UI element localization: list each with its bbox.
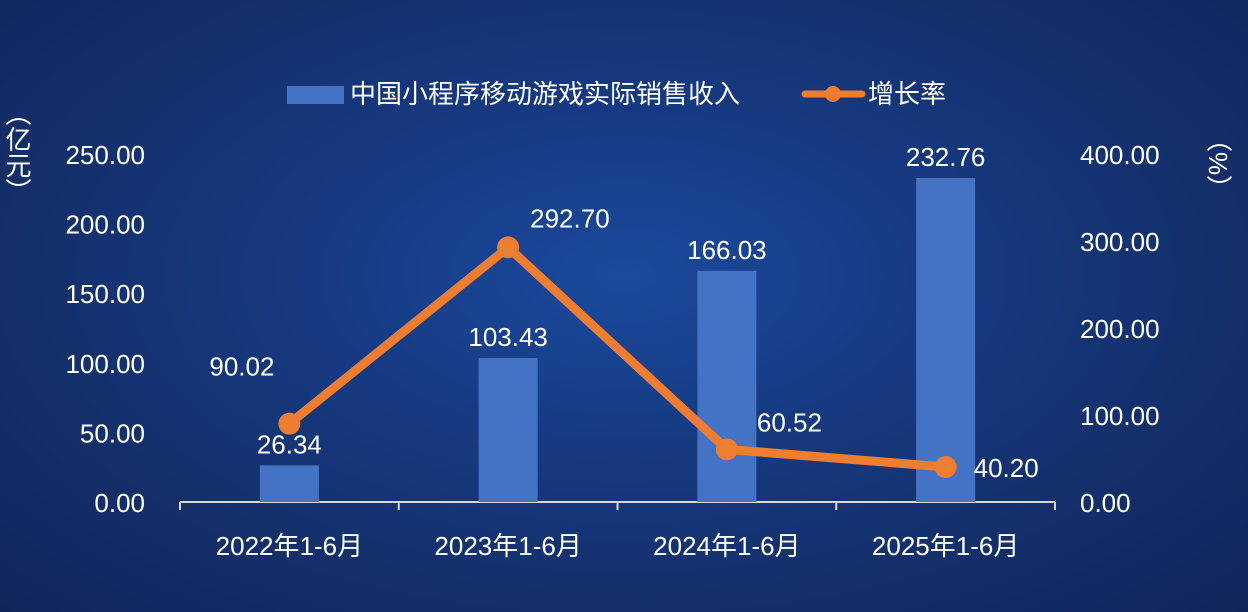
line-point [715, 438, 738, 461]
line-value-label: 292.70 [530, 203, 610, 233]
x-axis-ticks: 2022年1-6月 2023年1-6月 2024年1-6月 2025年1-6月 [179, 502, 1056, 561]
legend: 中国小程序移动游戏实际销售收入 增长率 [287, 79, 946, 109]
bar-value-label: 232.76 [906, 142, 986, 172]
y-axis-ticks: 0.00 50.00 100.00 150.00 200.00 250.00 [65, 140, 145, 518]
data-labels: 26.34 103.43 166.03 232.76 90.02 292.70 60.52 4… [209, 142, 1038, 483]
y-tick-label: 100.00 [65, 349, 145, 379]
line-value-label: 60.52 [757, 407, 822, 437]
legend-line-marker [825, 86, 841, 102]
x-tick-label: 2024年1-6月 [653, 531, 800, 561]
legend-line-label: 增长率 [868, 79, 946, 109]
y-tick-label: 200.00 [65, 210, 145, 240]
bar-series [259, 177, 976, 502]
line-point [278, 412, 301, 435]
x-tick-label: 2025年1-6月 [872, 531, 1019, 561]
bar [697, 270, 757, 502]
x-tick-label: 2023年1-6月 [434, 531, 581, 561]
line-series [278, 236, 957, 479]
x-tick-label: 2022年1-6月 [216, 531, 363, 561]
y2-tick-label: 300.00 [1080, 227, 1160, 257]
bar-value-label: 26.34 [257, 429, 322, 459]
legend-bar-swatch [287, 86, 344, 104]
line-point [934, 456, 957, 479]
bar [478, 358, 538, 502]
growth-line [284, 242, 951, 472]
y-tick-label: 250.00 [65, 140, 145, 170]
bar-value-label: 166.03 [687, 235, 767, 265]
bar [916, 177, 976, 502]
y-tick-label: 50.00 [80, 418, 145, 448]
y2-tick-label: 100.00 [1080, 401, 1160, 431]
y-tick-label: 150.00 [65, 279, 145, 309]
bar [259, 465, 319, 502]
y2-tick-label: 200.00 [1080, 314, 1160, 344]
y-axis-title: （亿元） [2, 100, 32, 204]
y-tick-label: 0.00 [94, 488, 145, 518]
line-point [497, 236, 520, 259]
line-value-label: 90.02 [209, 352, 274, 382]
legend-bar-label: 中国小程序移动游戏实际销售收入 [350, 79, 740, 109]
y2-axis-ticks: 0.00 100.00 200.00 300.00 400.00 [1080, 140, 1160, 518]
y2-axis-title: （%） [1203, 126, 1233, 201]
y2-tick-label: 400.00 [1080, 140, 1160, 170]
line-value-label: 40.20 [974, 453, 1039, 483]
y2-tick-label: 0.00 [1080, 488, 1131, 518]
bar-value-label: 103.43 [468, 322, 548, 352]
